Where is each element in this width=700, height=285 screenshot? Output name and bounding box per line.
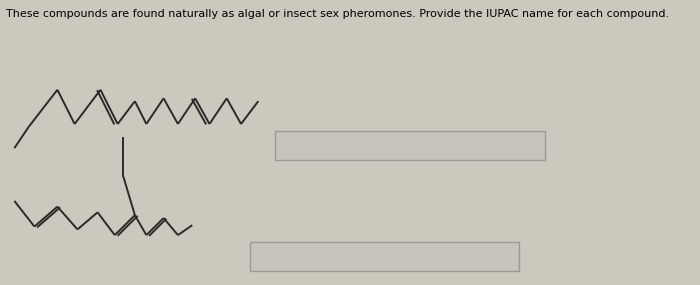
Text: These compounds are found naturally as algal or insect sex pheromones. Provide t: These compounds are found naturally as a… (6, 9, 669, 19)
Bar (250, 242, 519, 271)
Bar (276, 131, 545, 160)
